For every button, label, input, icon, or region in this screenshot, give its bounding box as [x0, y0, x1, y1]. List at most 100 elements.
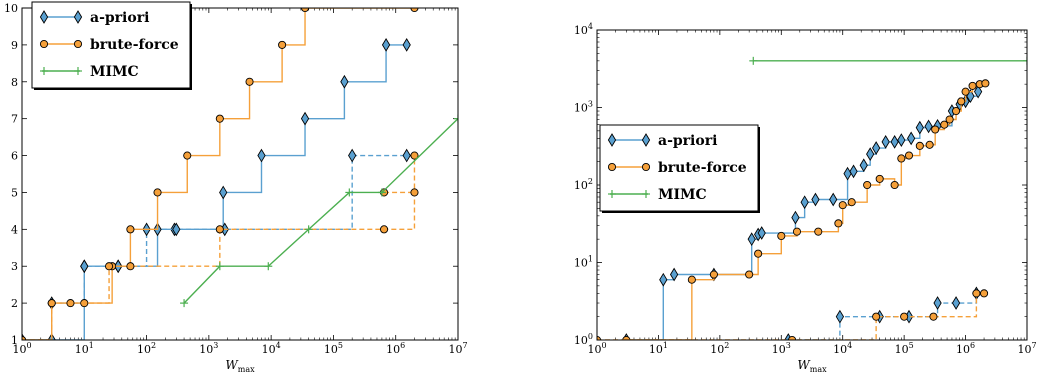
data-point-a-priori — [791, 210, 800, 225]
legend-marker-a-priori — [39, 10, 49, 24]
x-tick-label-exponent: 2 — [724, 341, 729, 350]
x-tick-label-exponent: 5 — [338, 341, 343, 350]
data-point-brute-force — [814, 227, 823, 236]
data-point-brute-force — [245, 77, 254, 86]
data-point-brute-force — [126, 225, 135, 234]
x-tick-label-exponent: 5 — [909, 341, 914, 350]
data-point-brute-force — [904, 151, 914, 160]
data-point-a-priori — [897, 133, 906, 147]
x-tick-label-base: 10 — [833, 343, 847, 356]
data-point-mimc — [345, 188, 354, 197]
plot-area — [22, 8, 458, 340]
x-tick-label-exponent: 4 — [276, 341, 281, 350]
data-point-mimc — [304, 225, 313, 234]
data-point-mimc — [215, 262, 224, 271]
data-point-a-priori — [924, 119, 933, 134]
x-tick-label-base: 10 — [386, 343, 400, 356]
x-tick-label: 100 — [587, 341, 606, 356]
x-tick-label-base: 10 — [448, 343, 462, 356]
legend-marker-mimc — [642, 190, 650, 198]
data-point-brute-force — [897, 154, 906, 163]
legend-label-brute-force: brute-force — [658, 160, 747, 176]
y-tick-label: 7 — [11, 113, 18, 126]
data-point-a-priori — [402, 38, 411, 52]
data-point-brute-force — [929, 312, 938, 321]
x-tick-label: 106 — [386, 341, 405, 356]
y-tick-label: 103 — [574, 100, 593, 115]
data-point-a-priori — [402, 148, 411, 163]
chart-panel-1: 100 101 102 103 104 105 106 10712345678910Wmaxa… — [4, 1, 468, 374]
x-axis-label-subscript: max — [810, 365, 827, 374]
x-tick-label: 101 — [649, 341, 668, 356]
x-tick-label: 100 — [12, 341, 31, 356]
x-tick-label: 106 — [956, 341, 975, 356]
data-point-brute-force — [754, 249, 763, 258]
x-tick-label-exponent: 1 — [663, 341, 668, 350]
x-tick-label: 107 — [448, 341, 467, 356]
x-tick-label-base: 10 — [710, 343, 724, 356]
data-point-brute-force — [66, 299, 75, 308]
y-tick-label: 4 — [11, 223, 18, 236]
data-point-brute-force — [972, 289, 981, 298]
data-point-brute-force — [105, 262, 114, 271]
legend-marker-brute-force — [641, 162, 651, 172]
x-tick-label-base: 10 — [956, 343, 970, 356]
y-tick-label: 102 — [574, 177, 593, 192]
data-point-brute-force — [687, 275, 696, 284]
data-point-brute-force — [410, 8, 419, 13]
data-point-mimc — [264, 262, 273, 271]
x-tick-label: 103 — [772, 341, 791, 356]
x-tick-label-exponent: 6 — [400, 341, 405, 350]
data-point-brute-force — [153, 188, 162, 197]
y-tick-label-exponent: 3 — [588, 100, 593, 109]
legend-marker-mimc — [74, 67, 82, 75]
data-point-brute-force — [183, 151, 192, 160]
x-axis-label-main: W — [797, 358, 811, 372]
data-point-a-priori — [811, 192, 820, 207]
data-point-brute-force — [792, 227, 802, 236]
y-tick-label-base: 10 — [574, 24, 588, 37]
data-point-a-priori — [348, 148, 357, 163]
data-point-a-priori — [747, 232, 756, 247]
x-axis-label: Wmax — [225, 358, 255, 374]
y-tick-label: 104 — [574, 22, 593, 37]
x-tick-label-exponent: 0 — [601, 341, 606, 350]
x-tick-label-base: 10 — [772, 343, 786, 356]
data-point-brute-force — [957, 97, 966, 106]
x-tick-label: 104 — [262, 341, 281, 356]
y-tick-label-base: 10 — [574, 102, 588, 115]
data-point-a-priori — [973, 84, 983, 99]
x-tick-label: 107 — [1017, 341, 1036, 356]
x-tick-label: 105 — [895, 341, 914, 356]
data-point-mimc — [1023, 56, 1027, 65]
plot-frame — [21, 7, 459, 341]
data-point-a-priori — [800, 195, 809, 210]
data-point-a-priori — [669, 267, 679, 282]
y-tick-label-exponent: 2 — [588, 177, 593, 186]
data-point-brute-force — [709, 270, 718, 279]
x-tick-label-exponent: 4 — [847, 341, 852, 350]
data-point-a-priori — [915, 120, 924, 135]
data-point-brute-force — [834, 219, 843, 228]
plot-area — [597, 56, 1027, 340]
x-tick-label: 103 — [199, 341, 218, 356]
data-point-a-priori — [829, 192, 838, 207]
data-point-a-priori — [381, 38, 391, 52]
x-tick-label-base: 10 — [75, 343, 89, 356]
x-tick-label-exponent: 6 — [970, 341, 975, 350]
plot-frame — [596, 29, 1028, 341]
y-tick-label: 10 — [4, 2, 18, 15]
data-point-brute-force — [952, 106, 961, 116]
legend-marker-mimc — [608, 190, 616, 198]
data-point-brute-force — [863, 180, 872, 190]
data-point-a-priori — [340, 74, 349, 89]
x-tick-label-base: 10 — [895, 343, 909, 356]
legend: a-priori brute-force MIMC — [31, 1, 192, 90]
x-axis-label-subscript: max — [238, 365, 255, 374]
x-tick-label: 102 — [710, 341, 729, 356]
legend-marker-a-priori — [73, 10, 83, 24]
data-point-brute-force — [875, 174, 884, 183]
x-tick-label: 105 — [324, 341, 343, 356]
chart-panel-2: 100 101 102 103 104 105 106 107100101102103104W… — [574, 22, 1037, 374]
